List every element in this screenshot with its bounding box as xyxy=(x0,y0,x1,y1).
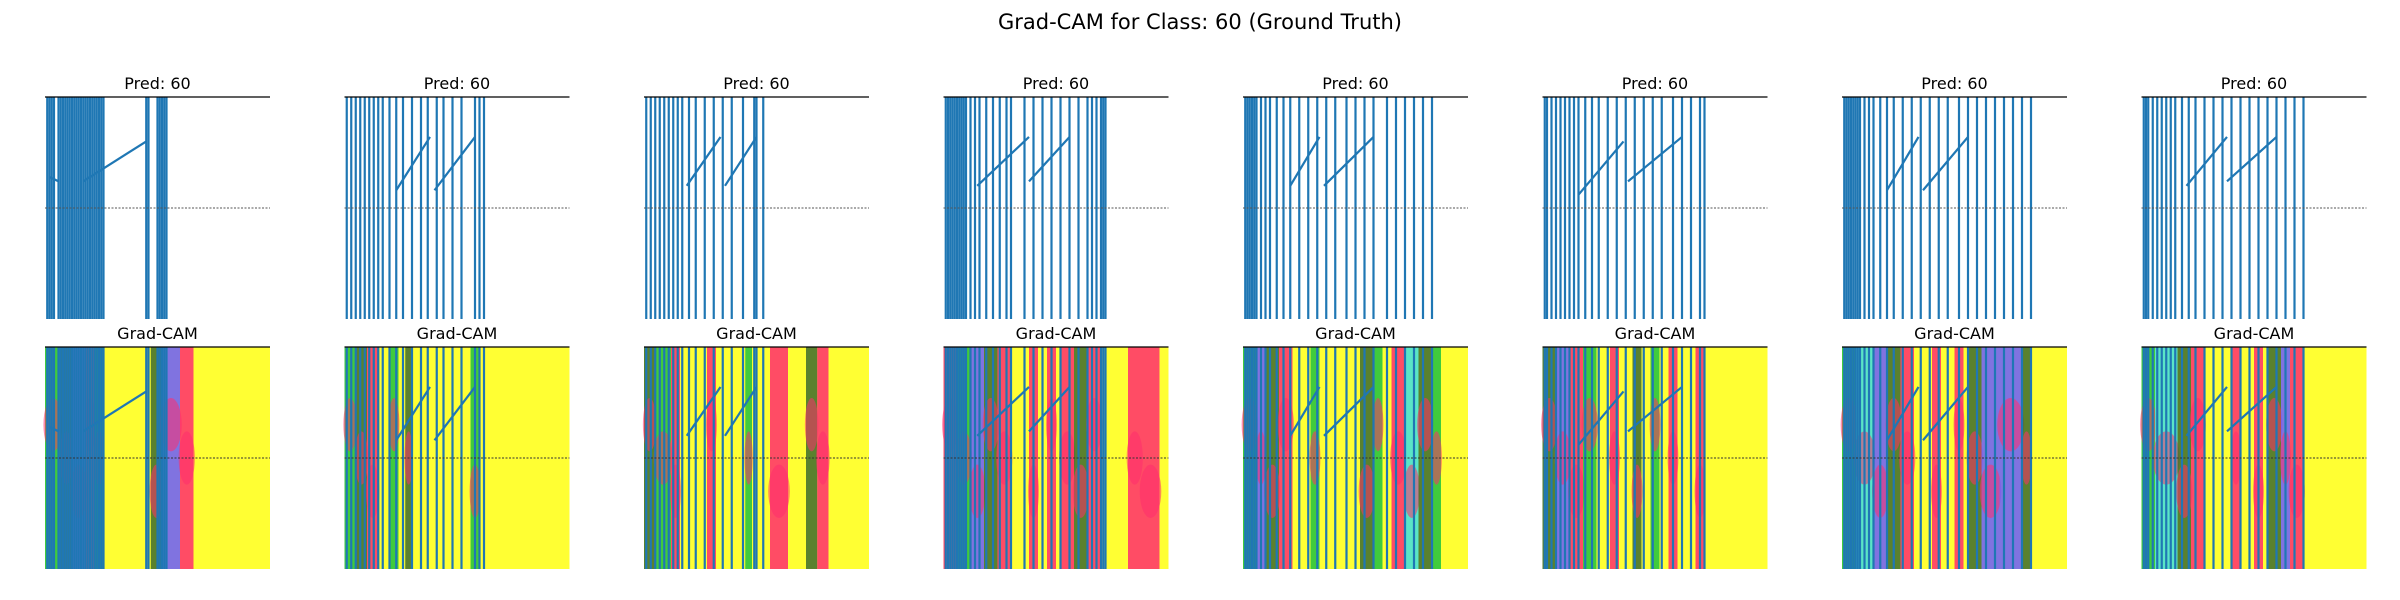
pred-ramp-5-0 xyxy=(1577,140,1625,196)
pred-ramp-4-1 xyxy=(1323,136,1375,187)
gradcam-panel-title-4: Grad-CAM xyxy=(1315,324,1396,343)
pred-panel-title-6: Pred: 60 xyxy=(1921,74,1987,93)
gradcam-ramp-4-1 xyxy=(1323,386,1375,437)
gradcam-heat-blob-6-9 xyxy=(1997,398,2025,452)
gradcam-heat-blob-2-2 xyxy=(670,464,681,518)
gradcam-heat-blob-2-4 xyxy=(744,431,753,485)
gradcam-heat-blob-5-1 xyxy=(1554,431,1571,485)
gradcam-heat-band-2-6 xyxy=(806,347,818,569)
gradcam-ramp-3-1 xyxy=(1028,386,1071,433)
pred-panel-title-0: Pred: 60 xyxy=(124,74,190,93)
gradcam-panel-title-1: Grad-CAM xyxy=(417,324,498,343)
gradcam-ramp-6-1 xyxy=(1922,386,1969,441)
gradcam-heat-blob-7-6 xyxy=(2266,398,2283,452)
gradcam-ramp-2-0 xyxy=(685,386,722,437)
pred-panel-7: Pred: 60 xyxy=(2141,74,2367,319)
gradcam-heat-blob-3-8 xyxy=(1072,464,1089,518)
pred-panel-title-1: Pred: 60 xyxy=(424,74,490,93)
pred-ramp-1-0 xyxy=(395,136,431,191)
pred-ramp-4-0 xyxy=(1289,136,1321,187)
gradcam-heat-blob-6-5 xyxy=(1931,464,1942,518)
gradcam-ramp-7-1 xyxy=(2226,386,2278,433)
gradcam-panel-1: Grad-CAM xyxy=(343,324,570,569)
gradcam-panel-title-2: Grad-CAM xyxy=(716,324,797,343)
gradcam-heat-blob-3-11 xyxy=(1139,464,1162,518)
pred-panel-title-5: Pred: 60 xyxy=(1622,74,1688,93)
gradcam-panel-title-0: Grad-CAM xyxy=(117,324,198,343)
pred-panel-title-3: Pred: 60 xyxy=(1023,74,1089,93)
pred-panel-title-7: Pred: 60 xyxy=(2221,74,2287,93)
gradcam-heat-blob-6-10 xyxy=(2021,431,2032,485)
gradcam-ramp-6-0 xyxy=(1886,386,1920,441)
pred-ramp-0-0 xyxy=(82,140,147,183)
pred-ramp-3-0 xyxy=(976,136,1030,187)
gradcam-heat-band-0-5 xyxy=(150,347,162,569)
pred-panel-6: Pred: 60 xyxy=(1842,74,2067,319)
gradcam-heat-blob-3-9 xyxy=(1086,398,1103,452)
gradcam-heat-blob-4-6 xyxy=(1372,398,1384,452)
gradcam-heat-blob-4-5 xyxy=(1358,464,1375,518)
pred-ramp-7-1 xyxy=(2226,136,2278,183)
pred-ramp-1-1 xyxy=(433,136,476,191)
gradcam-panel-5: Grad-CAM xyxy=(1541,324,1768,569)
gradcam-panel-0: Grad-CAM xyxy=(43,324,270,569)
gradcam-heat-blob-4-8 xyxy=(1403,464,1420,518)
gradcam-heat-blob-6-7 xyxy=(1966,431,1983,485)
pred-panel-2: Pred: 60 xyxy=(644,74,869,319)
pred-ramp-6-1 xyxy=(1922,136,1969,191)
gradcam-ramp-2-1 xyxy=(724,386,758,437)
gradcam-heat-band-2-0 xyxy=(644,347,656,569)
gradcam-heat-blob-2-5 xyxy=(768,464,790,518)
pred-panel-5: Pred: 60 xyxy=(1542,74,1768,319)
pred-panel-title-2: Pred: 60 xyxy=(723,74,789,93)
pred-ramp-7-0 xyxy=(2185,136,2228,187)
gradcam-panel-title-3: Grad-CAM xyxy=(1016,324,1097,343)
gradcam-ramp-0-1 xyxy=(49,425,59,433)
gradcam-heat-blob-7-3 xyxy=(2189,398,2206,452)
gradcam-panel-2: Grad-CAM xyxy=(642,324,869,569)
gradcam-ramp-1-0 xyxy=(395,386,431,441)
gradcam-ramp-5-1 xyxy=(1627,386,1683,433)
gradcam-panel-title-6: Grad-CAM xyxy=(1914,324,1995,343)
gradcam-heat-blob-7-8 xyxy=(2288,464,2305,518)
gradcam-heat-band-1-0 xyxy=(344,347,356,569)
gradcam-heat-blob-7-2 xyxy=(2176,464,2193,518)
gradcam-panel-7: Grad-CAM xyxy=(2140,324,2367,569)
gradcam-heat-blob-5-2 xyxy=(1568,464,1585,518)
figure-title: Grad-CAM for Class: 60 (Ground Truth) xyxy=(998,10,1402,34)
gradcam-panel-title-5: Grad-CAM xyxy=(1615,324,1696,343)
gradcam-ramp-1-1 xyxy=(433,386,476,441)
pred-ramp-3-1 xyxy=(1028,136,1071,183)
pred-panel-1: Pred: 60 xyxy=(344,74,570,319)
gradcam-ramp-4-0 xyxy=(1289,386,1321,437)
gradcam-heat-blob-4-3 xyxy=(1277,398,1294,452)
pred-ramp-5-1 xyxy=(1627,136,1683,183)
pred-ramp-2-0 xyxy=(685,136,722,187)
gradcam-panel-3: Grad-CAM xyxy=(942,324,1169,569)
pred-ramp-6-0 xyxy=(1886,136,1920,191)
gradcam-heat-blob-6-8 xyxy=(1979,464,2002,518)
pred-ramp-2-1 xyxy=(724,136,758,187)
gradcam-ramp-0-0 xyxy=(82,390,147,433)
gradcam-heat-blob-3-3 xyxy=(982,398,999,452)
pred-panel-0: Pred: 60 xyxy=(45,74,270,319)
gradcam-ramp-7-0 xyxy=(2185,386,2228,437)
gradcam-ramp-5-0 xyxy=(1577,390,1625,446)
panels-grid: Pred: 60 Grad-CAM Pred: 60 Grad-CAM Pred: 60… xyxy=(43,74,2367,569)
gradcam-heat-blob-4-9 xyxy=(1417,398,1434,452)
pred-panel-title-4: Pred: 60 xyxy=(1322,74,1388,93)
gradcam-heat-blob-5-5 xyxy=(1631,464,1643,518)
gradcam-heat-blob-2-6 xyxy=(804,398,819,452)
gradcam-heat-blob-3-2 xyxy=(969,464,986,518)
gradcam-panel-6: Grad-CAM xyxy=(1840,324,2067,569)
pred-ramp-0-1 xyxy=(49,175,59,183)
gradcam-heat-blob-3-10 xyxy=(1126,431,1143,485)
pred-panel-4: Pred: 60 xyxy=(1243,74,1468,319)
gradcam-panel-4: Grad-CAM xyxy=(1241,324,1468,569)
gradcam-ramp-3-0 xyxy=(976,386,1030,437)
pred-panel-3: Pred: 60 xyxy=(943,74,1169,319)
gradcam-panel-title-7: Grad-CAM xyxy=(2214,324,2295,343)
